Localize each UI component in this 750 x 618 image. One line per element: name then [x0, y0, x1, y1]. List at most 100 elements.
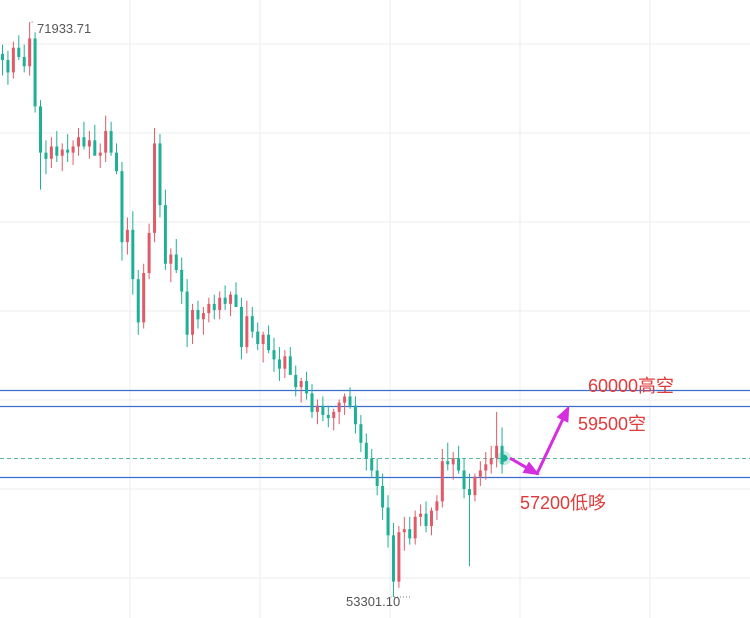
candle-body — [174, 254, 178, 270]
candle-body — [375, 470, 379, 486]
candle-body — [212, 303, 216, 311]
candle-44 — [239, 297, 243, 360]
candle-82 — [446, 442, 450, 471]
candle-body — [343, 396, 347, 403]
candle-66 — [359, 414, 363, 452]
candle-24 — [131, 211, 135, 295]
candle-body — [446, 461, 450, 465]
candle-body — [153, 143, 157, 233]
candle-81 — [440, 448, 444, 508]
arrow-head-down — [522, 461, 540, 476]
candle-39 — [212, 294, 216, 320]
candle-17 — [93, 124, 97, 156]
candle-body — [359, 424, 363, 443]
candle-body — [11, 47, 15, 73]
candle-36 — [196, 300, 200, 329]
candle-body — [250, 316, 254, 332]
candle-body — [315, 405, 319, 412]
candle-77 — [419, 504, 423, 527]
candle-86 — [467, 473, 471, 567]
current-price-dot — [500, 454, 508, 462]
candle-body — [22, 56, 26, 67]
high-price-label: 71933.71 — [37, 21, 91, 36]
candle-body — [321, 405, 325, 415]
candle-79 — [429, 507, 433, 536]
candle-body — [256, 331, 260, 344]
candle-73 — [397, 526, 401, 588]
candle-body — [408, 529, 412, 539]
candle-41 — [223, 285, 227, 311]
candle-body — [28, 38, 32, 67]
candle-body — [201, 313, 205, 320]
candle-body — [1, 53, 4, 61]
candle-body — [272, 350, 276, 360]
candle-body — [77, 137, 81, 147]
level-label-57200: 57200低哆 — [520, 493, 606, 513]
candle-27 — [147, 223, 151, 280]
candle-15 — [82, 121, 86, 150]
candle-61 — [332, 408, 336, 431]
candle-70 — [381, 473, 385, 520]
candle-12 — [66, 134, 70, 162]
candle-body — [218, 297, 222, 311]
candle-69 — [375, 458, 379, 496]
candle-body — [98, 152, 102, 156]
candle-body — [39, 106, 43, 153]
candle-body — [413, 516, 417, 539]
candle-body — [234, 294, 238, 307]
candle-68 — [370, 448, 374, 477]
candle-16 — [87, 131, 91, 159]
candle-37 — [201, 306, 205, 335]
candle-body — [71, 146, 75, 153]
forecast-arrows — [509, 405, 570, 476]
candle-42 — [229, 291, 233, 317]
candle-80 — [435, 495, 439, 520]
candle-body — [429, 510, 433, 527]
candle-1 — [6, 50, 10, 85]
candle-51 — [277, 347, 281, 382]
candle-body — [495, 445, 499, 459]
candle-body — [457, 458, 461, 471]
candle-body — [109, 131, 113, 153]
candle-25 — [136, 269, 140, 335]
candle-58 — [315, 399, 319, 425]
candle-63 — [343, 393, 347, 415]
candle-8 — [44, 140, 48, 175]
candle-body — [348, 396, 352, 406]
candle-body — [60, 149, 64, 156]
candle-40 — [218, 291, 222, 320]
candle-body — [440, 461, 444, 502]
candle-body — [93, 140, 97, 156]
level-labels: 60000高空 59500空 57200低哆 — [520, 376, 674, 513]
candle-body — [82, 137, 86, 147]
candle-body — [180, 269, 184, 292]
candle-43 — [234, 282, 238, 307]
level-label-60000: 60000高空 — [588, 376, 674, 396]
candle-body — [147, 232, 151, 274]
candle-body — [66, 149, 70, 153]
candle-29 — [158, 134, 162, 218]
candle-body — [473, 476, 477, 496]
candle-body — [131, 229, 135, 280]
candle-body — [120, 171, 124, 243]
candle-78 — [424, 501, 428, 533]
candle-32 — [174, 239, 178, 274]
candle-75 — [408, 516, 412, 545]
candle-body — [386, 507, 390, 536]
candle-body — [169, 254, 173, 264]
candle-89 — [484, 451, 488, 480]
candle-body — [337, 402, 341, 412]
candle-body — [381, 485, 385, 508]
candle-47 — [256, 322, 260, 351]
candle-body — [451, 458, 455, 465]
candle-0 — [1, 44, 4, 76]
candle-34 — [185, 279, 189, 348]
candle-57 — [310, 384, 314, 419]
candle-83 — [451, 451, 455, 480]
candle-72 — [391, 522, 395, 598]
candle-body — [467, 489, 471, 496]
candle-56 — [305, 371, 309, 400]
candle-body — [364, 442, 368, 459]
candle-64 — [348, 387, 352, 409]
candle-body — [207, 303, 211, 314]
